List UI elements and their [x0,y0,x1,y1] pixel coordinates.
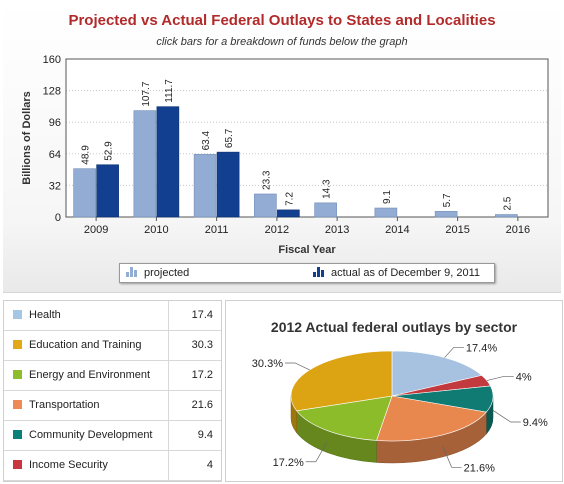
x-tick-label: 2013 [325,224,349,236]
bar-actual-2012[interactable] [277,209,300,218]
y-tick-label: 96 [49,117,61,129]
sector-value: 9.4 [168,421,221,450]
pie-leader-line [285,362,310,371]
plot-border [65,58,549,218]
bar-projected-2012[interactable] [254,193,277,218]
sector-row[interactable]: Transportation 21.6 [4,391,221,421]
sector-label: Education and Training [29,339,142,351]
bar-value-label: 111.7 [164,79,175,103]
pie-slice-label: 21.6% [464,462,495,474]
sector-table: Health 17.4 Education and Training 30.3 Ener… [3,300,222,482]
pie-slice-education-and-training[interactable] [290,350,393,412]
bar-projected-2016[interactable] [495,214,518,218]
bar-value-label: 48.9 [81,145,92,165]
y-tick-label: 32 [49,180,61,192]
y-tick-label: 64 [49,149,61,161]
bar-projected-2011[interactable] [193,154,217,218]
bar-chart-title: Projected vs Actual Federal Outlays to S… [68,12,496,29]
bar-value-label: 2.5 [502,196,513,210]
sector-value: 4 [168,451,221,480]
y-tick-label: 128 [43,86,61,98]
bar-value-label: 52.9 [104,141,115,161]
y-tick-label: 0 [55,212,61,224]
pie-leader-line [486,376,514,381]
bar-value-label: 65.7 [224,128,235,148]
bar-chart-panel: 0 32 64 96 128 160 2009 48.9 52.9 2010 107.7 111.7 2… [3,2,561,293]
pie-leader-line [444,346,464,358]
pie-chart: 17.4% 4% 9.4% 21.6% 17.2% 30.3% [252,342,548,474]
bar-value-label: 14.3 [322,179,333,199]
bar-chart-subtitle: click bars for a breakdown of funds belo… [156,36,408,48]
sector-color-swatch [13,430,22,439]
pie-slice-label: 9.4% [523,417,548,429]
bar-actual-2011[interactable] [216,151,240,218]
sector-row[interactable]: Education and Training 30.3 [4,331,221,361]
sector-color-swatch [13,340,22,349]
sector-color-swatch [13,310,22,319]
bar-chart-legend: projected actual as of December 9, 2011 [119,263,495,283]
sector-label: Community Development [29,429,153,441]
sector-row[interactable]: Community Development 9.4 [4,421,221,451]
sector-value: 21.6 [168,391,221,420]
sector-value: 17.2 [168,361,221,390]
bar-actual-2009[interactable] [96,164,119,218]
x-tick-label: 2016 [506,224,530,236]
bar-value-label: 9.1 [382,190,393,204]
pie-slice-label: 17.2% [273,457,304,469]
sector-label: Energy and Environment [29,369,151,381]
bar-projected-2014[interactable] [374,207,398,218]
pie-leader-line [492,409,521,423]
bar-actual-2010[interactable] [156,106,180,218]
pie-slice-transportation[interactable] [376,395,487,442]
sector-row[interactable]: Health 17.4 [4,301,221,331]
pie-slice-label: 4% [516,371,532,383]
sector-label: Income Security [29,459,108,471]
sector-color-swatch [13,460,22,469]
y-axis-label: Billions of Dollars [21,91,33,185]
bar-value-label: 63.4 [201,130,212,150]
legend-label-actual: actual as of December 9, 2011 [331,267,480,279]
bar-value-label: 107.7 [141,81,152,106]
sector-value: 30.3 [168,331,221,360]
pie-chart-title: 2012 Actual federal outlays by sector [270,319,518,335]
bar-projected-2009[interactable] [73,168,96,218]
legend-item-actual[interactable]: actual as of December 9, 2011 [313,266,480,280]
bar-value-label: 7.2 [284,192,295,206]
sector-label: Transportation [29,399,100,411]
x-tick-label: 2014 [385,224,409,236]
bar-projected-2013[interactable] [314,202,337,218]
x-tick-label: 2011 [205,224,229,236]
sector-value: 17.4 [168,301,221,330]
legend-item-projected[interactable]: projected [126,266,189,280]
pie-chart-panel: 2012 Actual federal outlays by sector 17… [225,300,563,482]
x-tick-label: 2015 [445,224,469,236]
pie-leader-line [442,445,462,468]
sector-label: Health [29,309,61,321]
x-tick-label: 2012 [265,224,289,236]
sector-row[interactable]: Income Security 4 [4,451,221,481]
bar-projected-2015[interactable] [434,211,458,218]
bar-chart-icon [313,267,324,277]
legend-label-projected: projected [144,267,190,279]
x-axis-label: Fiscal Year [278,244,336,256]
sector-color-swatch [13,400,22,409]
bar-projected-2010[interactable] [133,110,157,218]
x-tick-label: 2010 [144,224,168,236]
bar-value-label: 23.3 [261,170,272,190]
pie-slice-label: 30.3% [252,358,283,370]
bar-value-label: 5.7 [442,193,453,207]
bar-chart-icon [126,267,137,277]
sector-row[interactable]: Energy and Environment 17.2 [4,361,221,391]
y-tick-label: 160 [43,54,61,66]
pie-leader-line [305,441,328,463]
x-tick-label: 2009 [84,224,108,236]
pie-slice-label: 17.4% [466,342,497,354]
sector-color-swatch [13,370,22,379]
bar-chart: 0 32 64 96 128 160 2009 48.9 52.9 2010 107.7 111.7 2… [21,54,549,256]
